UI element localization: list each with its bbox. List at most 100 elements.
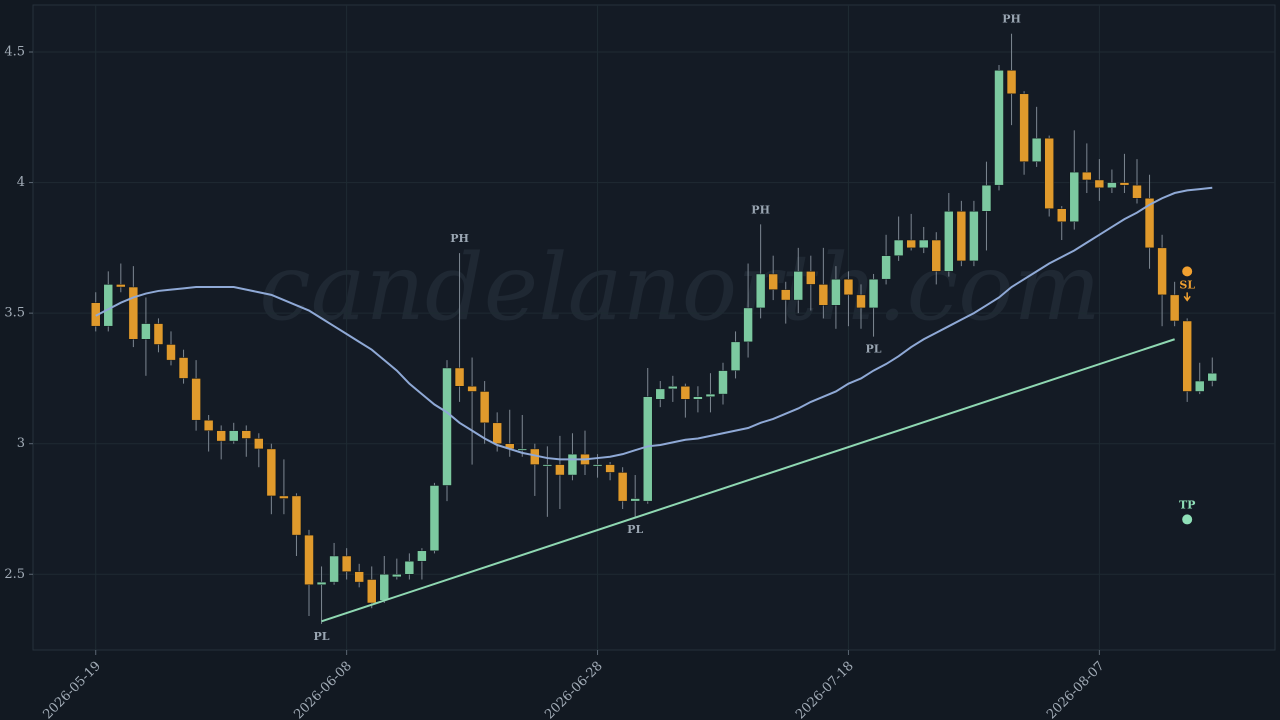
candle-body — [1207, 372, 1218, 382]
pivot-label: PH — [751, 203, 770, 216]
candle-body — [843, 278, 854, 296]
x-tick-label: 2026-06-28 — [542, 659, 606, 720]
x-tick-label: 2026-07-18 — [793, 659, 857, 720]
candle-body — [254, 438, 264, 450]
candle-body — [1006, 70, 1017, 95]
plot-area — [32, 4, 1276, 651]
y-tick-label: 4.5 — [4, 45, 25, 60]
y-tick-label: 3 — [17, 436, 25, 451]
candle-body — [680, 386, 691, 400]
candle-body — [103, 284, 114, 327]
candle-body — [517, 448, 528, 451]
candle-body — [806, 271, 816, 285]
candle-body — [203, 419, 214, 431]
candle-body — [931, 239, 942, 272]
y-tick-label: 2.5 — [4, 567, 25, 582]
candle-body — [718, 370, 728, 395]
candle-body — [329, 555, 339, 583]
candle-body — [705, 393, 716, 397]
candle-body — [981, 184, 992, 212]
candle-body — [881, 255, 891, 280]
candle-body — [755, 273, 766, 309]
candle-body — [316, 581, 327, 585]
candle-body — [479, 391, 490, 424]
candle-body — [191, 378, 201, 421]
candle-body — [379, 574, 390, 601]
candle-body — [642, 396, 653, 502]
candle-body — [768, 273, 778, 290]
candle-body — [266, 448, 277, 497]
candle-body — [1044, 137, 1054, 209]
candle-body — [1019, 93, 1029, 162]
pivot-label: PL — [314, 630, 330, 643]
candle-body — [216, 430, 226, 442]
candle-body — [944, 211, 954, 272]
candle-body — [1157, 247, 1167, 296]
candle-body — [693, 396, 703, 400]
x-tick-label: 2026-05-19 — [40, 659, 104, 720]
candle-body — [1144, 197, 1155, 249]
marker-label: TP — [1179, 498, 1195, 511]
candle-body — [1031, 137, 1042, 162]
candle-body — [166, 344, 176, 361]
candle-body — [780, 289, 791, 301]
candle-body — [994, 70, 1004, 186]
candle-body — [1194, 380, 1205, 392]
candle-body — [492, 422, 502, 444]
candle-body — [404, 560, 415, 575]
x-tick-label: 2026-06-08 — [291, 659, 355, 720]
marker-label: SL — [1179, 278, 1195, 291]
candle-body — [467, 386, 477, 392]
candle-body — [153, 323, 164, 345]
trendline — [321, 338, 1175, 623]
candle-body — [1056, 208, 1067, 222]
moving-average — [95, 186, 1213, 461]
candle-body — [793, 271, 804, 301]
pivot-label: PL — [627, 523, 643, 536]
candle-body — [868, 278, 879, 309]
candle-body — [116, 284, 126, 288]
candle-body — [1082, 171, 1092, 181]
candle-body — [1107, 182, 1117, 189]
marker-dot — [1182, 514, 1193, 525]
candle-body — [1182, 320, 1192, 392]
candle-body — [730, 341, 741, 371]
candle-body — [178, 357, 189, 379]
candle-body — [542, 464, 553, 467]
candle-body — [354, 571, 364, 583]
pivot-label: PH — [450, 232, 469, 245]
x-tick-label: 2026-08-07 — [1044, 659, 1108, 720]
candle-body — [1094, 179, 1105, 189]
y-tick-label: 4 — [17, 175, 25, 190]
candle-body — [1132, 184, 1142, 199]
candle-body — [128, 286, 139, 340]
candle-body — [392, 574, 402, 578]
pivot-label: PH — [1002, 13, 1021, 26]
candle-body — [1069, 171, 1080, 222]
candle-body — [856, 294, 866, 309]
candle-body — [291, 495, 302, 536]
candle-body — [442, 367, 452, 486]
candle-body — [141, 323, 151, 340]
candle-body — [241, 430, 252, 439]
candle-body — [1119, 182, 1130, 186]
candle-body — [366, 579, 377, 604]
candle-body — [831, 278, 841, 306]
candle-body — [918, 239, 929, 249]
candle-body — [906, 239, 916, 249]
candle-body — [417, 550, 427, 562]
candle-body — [818, 284, 829, 306]
pivot-label: PL — [866, 343, 882, 356]
candle-body — [969, 211, 979, 262]
candle-body — [454, 367, 465, 387]
candle-body — [956, 211, 967, 262]
candle-body — [893, 239, 904, 256]
candle-body — [617, 472, 628, 502]
candle-body — [592, 464, 603, 467]
candle-body — [304, 534, 314, 585]
candle-body — [605, 464, 615, 473]
candle-body — [341, 555, 352, 572]
candle-body — [668, 386, 678, 390]
candle-body — [1169, 294, 1180, 322]
